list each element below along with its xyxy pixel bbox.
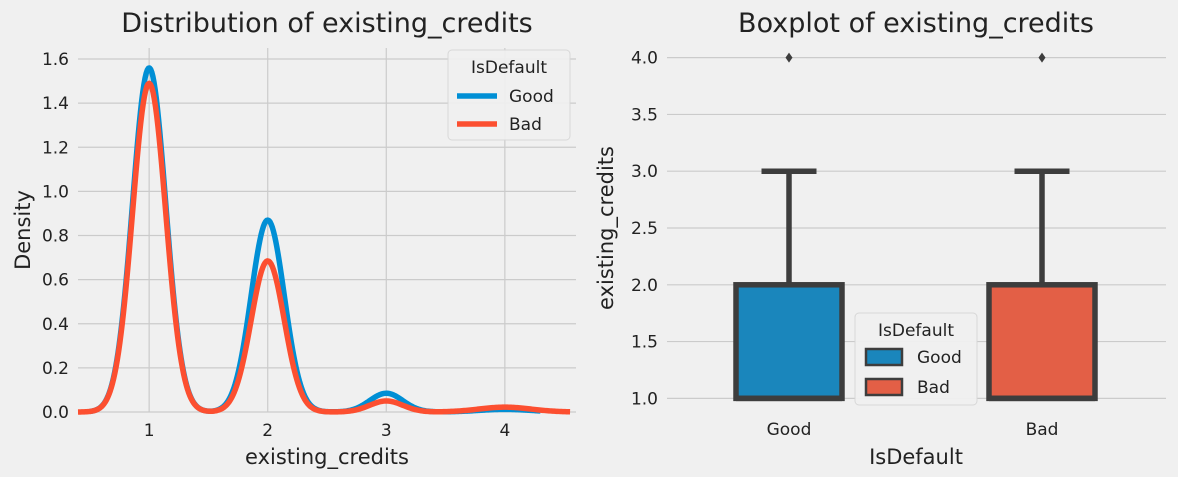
kde-legend-label: Good	[509, 87, 554, 107]
kde-y-tick-label: 0.8	[42, 227, 69, 247]
box-y-tick-label: 2.0	[631, 276, 658, 296]
kde-y-tick-label: 1.2	[42, 138, 69, 158]
kde-curve-bad	[76, 80, 572, 415]
kde-y-tick-label: 0.4	[42, 315, 69, 335]
kde-legend-box	[447, 49, 571, 141]
box-legend: IsDefault Good Bad	[854, 312, 978, 406]
kde-x-axis-label: existing_credits	[245, 445, 409, 470]
box-y-axis-label: existing_credits	[594, 146, 619, 310]
box-y-tick-label: 3.0	[631, 162, 658, 182]
kde-y-tick-label: 1.0	[42, 182, 69, 202]
box-chart: 1.0 1.5 2.0 2.5 3.0 3.5 4.0 Good Bad IsDefault exi…	[594, 8, 1166, 469]
box-y-tick-label: 3.5	[631, 105, 658, 125]
box-outlier-good	[785, 52, 793, 63]
box-legend-label: Good	[917, 348, 962, 368]
kde-x-tick-label: 2	[262, 421, 273, 441]
box-y-tick-label: 1.0	[631, 389, 658, 409]
kde-title: Distribution of existing_credits	[121, 8, 533, 39]
box-legend-label: Bad	[917, 378, 950, 398]
kde-y-axis-label: Density	[11, 190, 35, 270]
box-x-tick-label: Good	[767, 420, 812, 440]
kde-x-tick-label: 4	[499, 421, 510, 441]
kde-y-tick-label: 0.6	[42, 271, 69, 291]
kde-legend: IsDefault Good Bad	[447, 49, 571, 141]
box-y-tick-label: 2.5	[631, 219, 658, 239]
box-y-tick-label: 4.0	[631, 49, 658, 69]
kde-y-tick-label: 0.2	[42, 359, 69, 379]
kde-x-tick-label: 1	[144, 421, 155, 441]
box-outlier-bad	[1038, 52, 1046, 63]
box-legend-swatch-good	[864, 347, 904, 367]
kde-x-tick-label: 3	[381, 421, 392, 441]
box-title: Boxplot of existing_credits	[738, 8, 1094, 39]
box-body-bad	[986, 282, 1098, 402]
box-legend-swatch-bad	[864, 377, 904, 397]
kde-y-tick-label: 1.6	[42, 50, 69, 70]
kde-y-tick-label: 1.4	[42, 94, 69, 114]
box-y-tick-label: 1.5	[631, 333, 658, 353]
kde-y-tick-label: 0.0	[42, 403, 69, 423]
box-body-good	[733, 282, 845, 402]
box-legend-title: IsDefault	[878, 321, 954, 341]
kde-chart: 1 2 3 4 0.0 0.2 0.4 0.6 0.8 1.0 1.2 1.4 1.6 existing_…	[11, 8, 576, 470]
kde-legend-label: Bad	[509, 115, 542, 135]
kde-legend-title: IsDefault	[471, 58, 547, 78]
box-x-axis-label: IsDefault	[869, 445, 963, 469]
box-x-tick-label: Bad	[1026, 420, 1059, 440]
